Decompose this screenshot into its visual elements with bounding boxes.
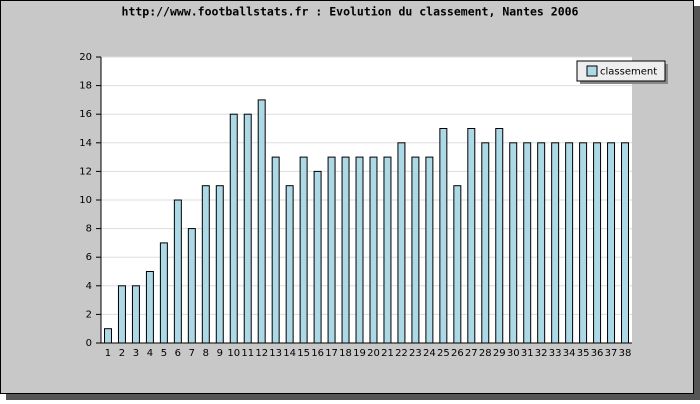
bar (201, 185, 210, 344)
x-tick-label: 9 (217, 348, 223, 359)
x-tick-label: 3 (133, 348, 139, 359)
x-tick-label: 29 (493, 348, 506, 359)
bar (551, 142, 560, 344)
bar (481, 142, 490, 344)
bar (607, 142, 616, 344)
x-tick-label: 19 (353, 348, 366, 359)
y-tick-label: 12 (79, 166, 92, 177)
bar (243, 113, 252, 344)
bar (593, 142, 602, 344)
bar (285, 185, 294, 344)
bar (299, 156, 308, 344)
bar (215, 185, 224, 344)
x-tick-label: 7 (189, 348, 195, 359)
x-tick-label: 35 (577, 348, 590, 359)
bar (187, 228, 196, 344)
y-tick-label: 18 (79, 81, 92, 92)
bar (579, 142, 588, 344)
x-tick-label: 31 (521, 348, 534, 359)
bar (173, 199, 182, 344)
x-tick-label: 13 (269, 348, 282, 359)
bar (271, 156, 280, 344)
bar (159, 242, 168, 344)
x-tick-label: 25 (437, 348, 450, 359)
x-tick-label: 24 (423, 348, 436, 359)
bar (355, 156, 364, 344)
x-tick-label: 27 (465, 348, 478, 359)
bar (229, 113, 238, 344)
bar (397, 142, 406, 344)
bar (327, 156, 336, 344)
x-tick-label: 37 (605, 348, 618, 359)
bar (509, 142, 518, 344)
y-tick-label: 20 (79, 52, 92, 63)
x-tick-label: 17 (325, 348, 338, 359)
x-tick-label: 6 (175, 348, 181, 359)
bar (565, 142, 574, 344)
x-tick-label: 26 (451, 348, 464, 359)
bar (453, 185, 462, 344)
legend-swatch (586, 65, 598, 77)
y-tick-label: 4 (86, 281, 92, 292)
y-tick-label: 16 (79, 109, 92, 120)
x-tick-label: 38 (619, 348, 632, 359)
x-tick-label: 11 (241, 348, 254, 359)
y-tick-label: 6 (86, 252, 92, 263)
bar (495, 128, 504, 344)
x-tick-label: 12 (255, 348, 268, 359)
bar (145, 271, 154, 344)
x-tick-label: 8 (203, 348, 209, 359)
x-tick-label: 15 (297, 348, 310, 359)
y-tick-label: 8 (86, 224, 92, 235)
bar (383, 156, 392, 344)
y-tick-label: 10 (79, 195, 92, 206)
x-tick-label: 33 (549, 348, 562, 359)
bar (369, 156, 378, 344)
bar (411, 156, 420, 344)
bar (257, 99, 266, 344)
y-tick-label: 0 (86, 338, 92, 349)
x-tick-label: 21 (381, 348, 394, 359)
x-tick-label: 23 (409, 348, 422, 359)
x-tick-label: 32 (535, 348, 548, 359)
chart-title: http://www.footballstats.fr : Evolution … (122, 5, 579, 19)
x-tick-label: 30 (507, 348, 520, 359)
bar (467, 128, 476, 344)
x-tick-label: 16 (311, 348, 324, 359)
bar (313, 170, 322, 344)
bar (117, 285, 126, 344)
bar (341, 156, 350, 344)
x-tick-label: 10 (227, 348, 240, 359)
x-tick-label: 1 (105, 348, 111, 359)
bar (621, 142, 630, 344)
x-tick-label: 5 (161, 348, 167, 359)
bar (537, 142, 546, 344)
bar (425, 156, 434, 344)
legend-label: classement (600, 67, 657, 78)
bar (103, 328, 112, 344)
x-tick-label: 14 (283, 348, 296, 359)
x-tick-label: 20 (367, 348, 380, 359)
y-tick-label: 2 (86, 309, 92, 320)
x-tick-label: 36 (591, 348, 604, 359)
bar (131, 285, 140, 344)
x-tick-label: 34 (563, 348, 576, 359)
legend-box (576, 60, 666, 82)
x-tick-label: 2 (119, 348, 125, 359)
bar (439, 128, 448, 344)
x-tick-label: 18 (339, 348, 352, 359)
y-tick-label: 14 (79, 138, 92, 149)
x-tick-label: 4 (147, 348, 153, 359)
x-tick-label: 22 (395, 348, 408, 359)
x-tick-label: 28 (479, 348, 492, 359)
bar (523, 142, 532, 344)
